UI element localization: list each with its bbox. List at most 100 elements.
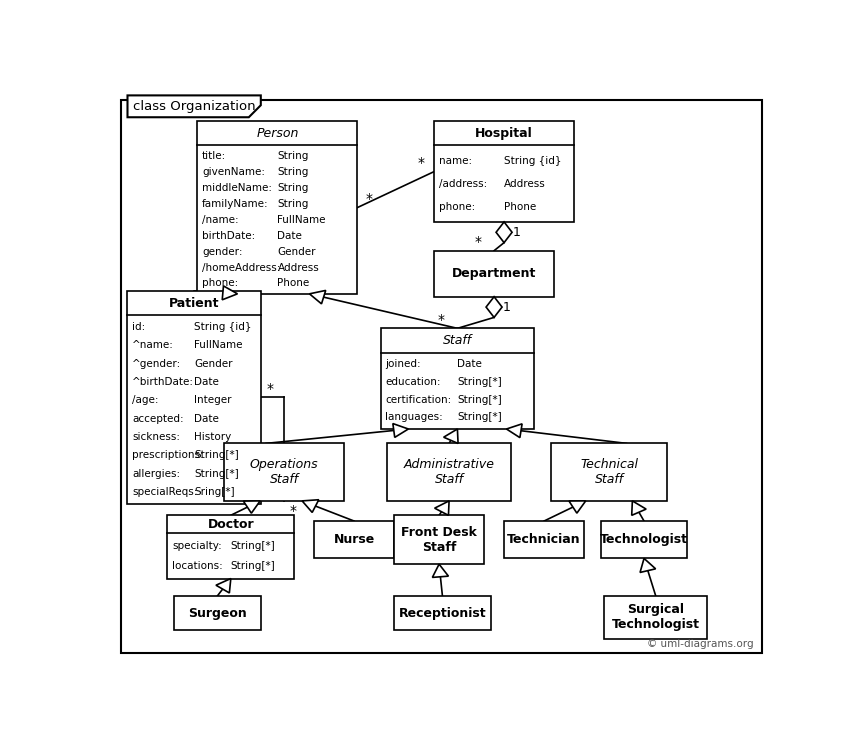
Text: Sring[*]: Sring[*]	[194, 487, 235, 497]
Text: Administrative
Staff: Administrative Staff	[403, 458, 494, 486]
Text: String[*]: String[*]	[194, 468, 239, 479]
Text: String {id}: String {id}	[504, 155, 562, 166]
Bar	[198, 121, 358, 294]
Text: class Organization: class Organization	[132, 100, 255, 113]
Bar	[600, 521, 687, 559]
Text: Date: Date	[194, 377, 219, 387]
Text: 1: 1	[513, 226, 520, 239]
Text: phone:: phone:	[439, 202, 475, 212]
Bar	[394, 596, 491, 630]
Text: 1: 1	[503, 301, 511, 314]
Text: Surgical
Technologist: Surgical Technologist	[611, 604, 700, 631]
Bar	[504, 521, 584, 559]
Text: Date: Date	[458, 359, 482, 369]
Polygon shape	[222, 286, 237, 300]
Text: Address: Address	[504, 179, 546, 189]
Text: education:: education:	[385, 376, 441, 387]
Text: Surgeon: Surgeon	[188, 607, 247, 619]
Text: *: *	[438, 313, 445, 326]
Text: Date: Date	[278, 231, 303, 241]
Bar	[381, 329, 534, 429]
Text: String: String	[278, 151, 309, 161]
Text: name:: name:	[439, 155, 472, 166]
Text: © uml-diagrams.org: © uml-diagrams.org	[648, 639, 754, 648]
Bar	[394, 515, 484, 564]
Text: /age:: /age:	[132, 395, 158, 406]
Text: familyName:: familyName:	[202, 199, 269, 208]
Bar	[604, 596, 707, 639]
Text: Nurse: Nurse	[334, 533, 375, 546]
Text: phone:: phone:	[202, 279, 238, 288]
Text: ^gender:: ^gender:	[132, 359, 181, 369]
Text: *: *	[290, 504, 297, 518]
Text: Technologist: Technologist	[600, 533, 688, 546]
Polygon shape	[243, 501, 260, 513]
Text: String {id}: String {id}	[194, 322, 252, 332]
Text: givenName:: givenName:	[202, 167, 265, 177]
Text: Operations
Staff: Operations Staff	[249, 458, 318, 486]
Text: ^name:: ^name:	[132, 341, 174, 350]
Text: Date: Date	[194, 414, 219, 424]
Bar	[550, 444, 667, 501]
Text: languages:: languages:	[385, 412, 443, 423]
Polygon shape	[569, 501, 586, 513]
Text: locations:: locations:	[172, 561, 223, 571]
Polygon shape	[216, 578, 230, 593]
Polygon shape	[434, 501, 449, 515]
Text: /homeAddress:: /homeAddress:	[202, 262, 280, 273]
Text: Phone: Phone	[278, 279, 310, 288]
Text: FullName: FullName	[278, 214, 326, 225]
Text: specialReqs:: specialReqs:	[132, 487, 198, 497]
Text: String[*]: String[*]	[458, 394, 502, 405]
Text: Receptionist: Receptionist	[398, 607, 486, 619]
Text: FullName: FullName	[194, 341, 243, 350]
Text: Front Desk
Staff: Front Desk Staff	[401, 526, 477, 554]
Text: *: *	[266, 382, 273, 396]
Text: title:: title:	[202, 151, 226, 161]
Text: gender:: gender:	[202, 247, 243, 256]
Bar	[434, 251, 554, 297]
Polygon shape	[433, 564, 448, 577]
Text: sickness:: sickness:	[132, 432, 180, 442]
Text: Hospital: Hospital	[476, 127, 533, 140]
Bar	[224, 444, 344, 501]
Text: Staff: Staff	[443, 334, 472, 347]
Text: Technical
Staff: Technical Staff	[580, 458, 638, 486]
Text: specialty:: specialty:	[172, 541, 222, 551]
Text: History: History	[194, 432, 231, 442]
Text: id:: id:	[132, 322, 145, 332]
Polygon shape	[302, 500, 319, 512]
Polygon shape	[444, 429, 458, 444]
Text: *: *	[366, 192, 372, 206]
Bar	[127, 291, 261, 503]
Text: Department: Department	[452, 267, 537, 280]
Text: allergies:: allergies:	[132, 468, 181, 479]
Text: String[*]: String[*]	[194, 450, 239, 460]
Bar	[174, 596, 261, 630]
Bar	[314, 521, 394, 559]
Text: Integer: Integer	[194, 395, 231, 406]
Text: Technician: Technician	[507, 533, 580, 546]
Text: Phone: Phone	[504, 202, 537, 212]
Text: String: String	[278, 199, 309, 208]
Text: middleName:: middleName:	[202, 183, 272, 193]
Text: String[*]: String[*]	[230, 561, 275, 571]
Polygon shape	[127, 96, 261, 117]
Text: Address: Address	[278, 262, 319, 273]
Text: *: *	[474, 235, 481, 249]
Polygon shape	[507, 424, 522, 438]
Text: joined:: joined:	[385, 359, 421, 369]
Text: Gender: Gender	[278, 247, 316, 256]
Text: String: String	[278, 167, 309, 177]
Polygon shape	[640, 559, 655, 572]
Text: certification:: certification:	[385, 394, 452, 405]
Text: String: String	[278, 183, 309, 193]
Text: accepted:: accepted:	[132, 414, 184, 424]
Bar	[168, 515, 294, 578]
Polygon shape	[632, 501, 646, 515]
Text: Patient: Patient	[169, 297, 219, 309]
Text: birthDate:: birthDate:	[202, 231, 255, 241]
Text: Gender: Gender	[194, 359, 233, 369]
Text: String[*]: String[*]	[458, 376, 502, 387]
Bar	[387, 444, 511, 501]
